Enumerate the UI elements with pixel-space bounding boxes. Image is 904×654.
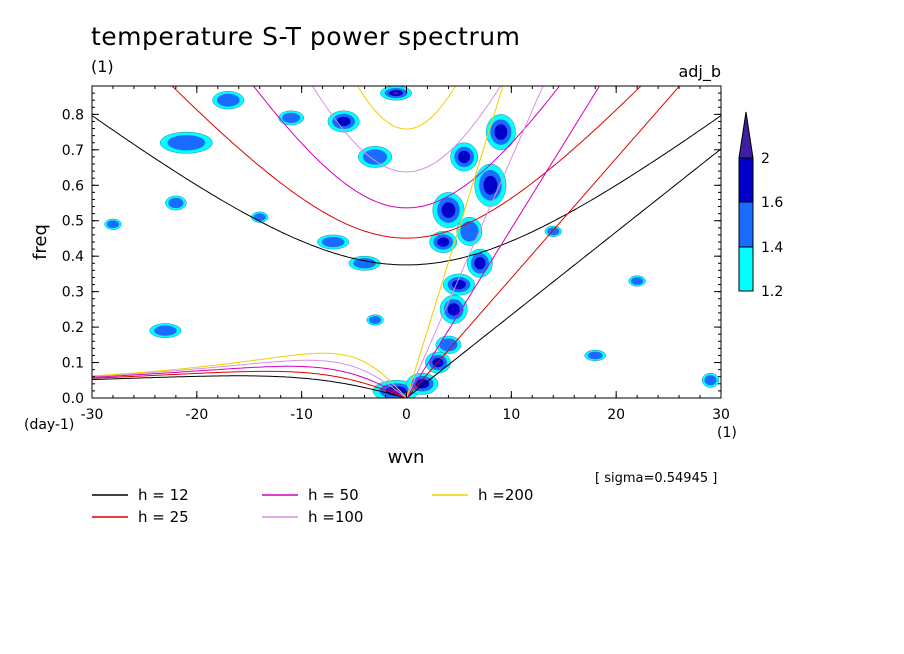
- curve-h50-rossby: [92, 365, 407, 398]
- contour-patch-3-level-1: [439, 338, 458, 352]
- colorbar-swatch-0: [738, 246, 754, 292]
- curve-h12-rossby: [92, 375, 407, 398]
- contour-patch-20-level-1: [168, 197, 184, 209]
- curve-h12-inertia-gravity: [92, 115, 721, 266]
- x-tick-label: -30: [81, 407, 104, 423]
- curve-h200-inertia-gravity: [356, 86, 457, 130]
- curve-h200-rossby: [92, 352, 407, 398]
- x-tick-label: 0: [402, 407, 411, 423]
- y-axis-label: freq: [30, 224, 51, 260]
- curve-h100-rossby: [92, 359, 407, 398]
- contour-patch-8-level-1: [460, 221, 479, 242]
- contour-patch-7-level-2: [437, 237, 450, 247]
- contour-patches: [104, 86, 720, 398]
- y-tick-label: 0.5: [62, 214, 84, 230]
- contour-patch-19-level-1: [353, 258, 376, 269]
- y-tick-label: 0.3: [62, 285, 84, 301]
- curve-h25-kelvin: [406, 86, 681, 398]
- dispersion-curves: [92, 86, 721, 398]
- contour-patch-13-level-2: [336, 116, 351, 127]
- contour-patch-10-level-2: [483, 175, 498, 195]
- contour-patch-9-level-2: [441, 202, 456, 218]
- legend-label-2: h = 50: [308, 486, 359, 504]
- y-tick-label: 0.1: [62, 356, 84, 372]
- contour-patch-16-level-1: [216, 93, 240, 107]
- contour-patch-5-level-2: [451, 279, 466, 290]
- colorbar: 1.2 1.4 1.6 2: [738, 111, 783, 300]
- contour-patch-24-level-1: [587, 351, 603, 360]
- legend: h = 12 h = 25 h = 50 h =100 h =200: [92, 486, 533, 526]
- contour-patch-4-level-2: [447, 303, 460, 316]
- y-tick-label: 0.6: [62, 178, 84, 194]
- colorbar-label: 2: [761, 151, 770, 167]
- legend-label-4: h =200: [478, 486, 533, 504]
- x-tick-label: 10: [502, 407, 520, 423]
- y-unit-label: (day-1): [24, 417, 74, 433]
- y-axis-ticks: 0.0 0.1 0.2 0.3 0.4 0.5 0.6 0.7 0.8: [62, 85, 721, 407]
- contour-patch-29-level-1: [547, 227, 560, 236]
- colorbar-label: 1.4: [761, 240, 783, 256]
- contour-patch-21-level-1: [106, 220, 120, 229]
- contour-patch-6-level-2: [474, 257, 486, 270]
- chart-title: temperature S-T power spectrum: [91, 22, 520, 51]
- contour-patch-27-level-1: [369, 316, 382, 324]
- contour-patch-28-level-1: [282, 112, 301, 124]
- contour-patch-26-level-1: [631, 277, 644, 285]
- contour-patch-23-level-1: [154, 325, 177, 336]
- colorbar-swatch-1: [738, 201, 754, 248]
- colorbar-swatch-2: [738, 157, 754, 203]
- y-tick-label: 0.8: [62, 107, 84, 123]
- colorbar-label: 1.2: [761, 284, 783, 300]
- contour-patch-22-level-1: [253, 213, 266, 222]
- contour-patch-15-level-1: [362, 149, 388, 165]
- contour-patch-18-level-1: [321, 236, 345, 248]
- curve-h50-inertia-gravity: [252, 86, 561, 209]
- x-axis-ticks: -30 -20 -10 0 10 20 30: [81, 86, 730, 423]
- contour-patch-1-level-2: [415, 379, 430, 389]
- y-tick-label: 0.7: [62, 143, 84, 159]
- contour-patch-17-level-1: [167, 135, 206, 151]
- y-tick-label: 0.2: [62, 320, 84, 336]
- x-tick-label: -10: [290, 407, 313, 423]
- contour-patch-25-level-1: [704, 375, 717, 386]
- colorbar-label: 1.6: [761, 195, 783, 211]
- chart-subtitle-left: (1): [91, 57, 114, 76]
- x-axis-label: wvn: [388, 447, 425, 468]
- curve-h12-kelvin: [406, 148, 721, 398]
- x-tick-label: -20: [185, 407, 208, 423]
- contour-patch-12-level-2: [494, 124, 508, 140]
- contour-patch-14-level-3: [393, 91, 399, 95]
- x-tick-label: 30: [712, 407, 730, 423]
- contour-patch-11-level-2: [458, 150, 471, 164]
- curve-h50-kelvin: [406, 86, 601, 398]
- curve-h25-rossby: [92, 370, 407, 398]
- curve-h200-kelvin: [406, 86, 504, 398]
- legend-label-3: h =100: [308, 508, 363, 526]
- curve-h100-inertia-gravity: [311, 86, 502, 173]
- curve-h25-inertia-gravity: [171, 86, 642, 239]
- colorbar-arrow: [738, 111, 754, 159]
- y-tick-label: 0.0: [62, 391, 84, 407]
- x-tick-label: 20: [607, 407, 625, 423]
- chart-subtitle-right: adj_b: [678, 62, 721, 82]
- x-unit-label: (1): [717, 425, 737, 441]
- legend-label-0: h = 12: [138, 486, 189, 504]
- y-tick-label: 0.4: [62, 249, 84, 265]
- sigma-note: [ sigma=0.54945 ]: [595, 471, 717, 486]
- curve-h100-kelvin: [406, 86, 544, 398]
- legend-label-1: h = 25: [138, 508, 189, 526]
